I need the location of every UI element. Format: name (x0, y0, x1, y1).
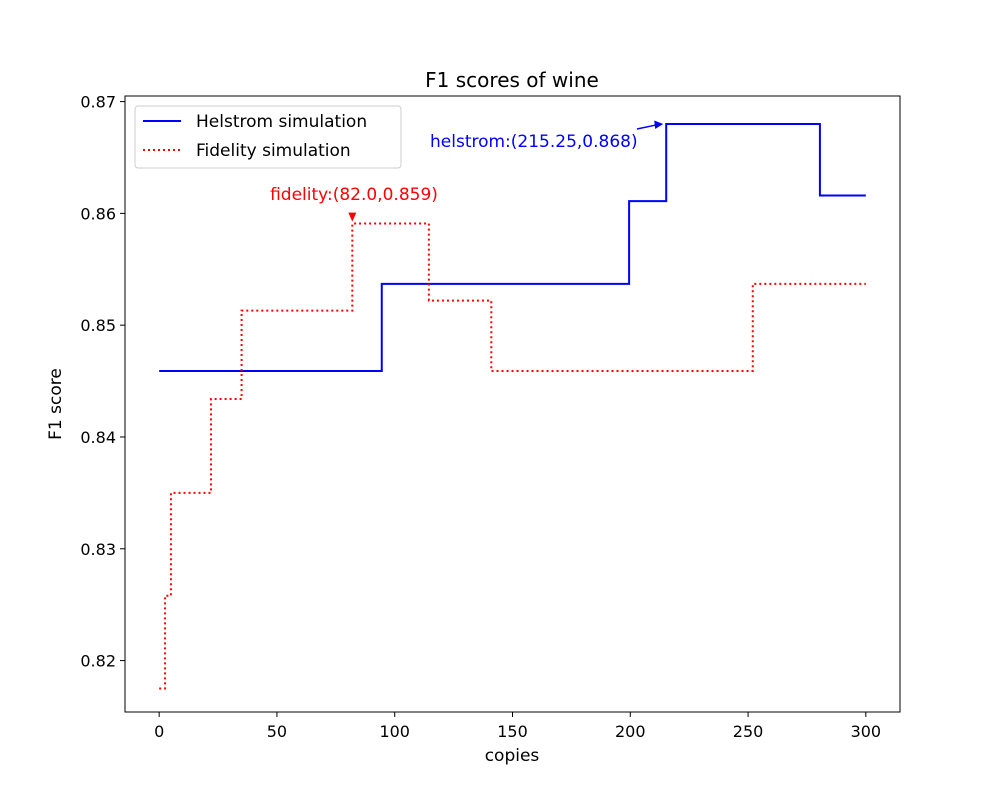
x-tick-label: 250 (733, 722, 764, 741)
annotation-arrow-head (348, 212, 357, 222)
y-axis-label: F1 score (46, 368, 66, 440)
y-tick-label: 0.86 (80, 204, 116, 223)
y-tick-label: 0.87 (80, 93, 116, 112)
legend: Helstrom simulation Fidelity simulation (134, 105, 402, 169)
x-tick-label: 0 (154, 722, 164, 741)
x-axis-label: copies (485, 746, 540, 766)
series-line-helstrom (159, 122, 866, 373)
annotation-arrow-line (636, 124, 657, 130)
y-tick-label: 0.83 (80, 540, 116, 559)
legend-box (134, 105, 402, 169)
x-axis: 0 50 100 150 200 250 300 (154, 712, 881, 741)
y-tick-label: 0.85 (80, 316, 116, 335)
y-axis: 0.82 0.83 0.84 0.85 0.86 0.87 (80, 93, 125, 671)
x-tick-label: 50 (267, 722, 287, 741)
plot-frame (124, 95, 901, 713)
x-tick-label: 100 (379, 722, 410, 741)
annotation-arrow-head (654, 120, 664, 129)
annotation-fidelity: fidelity:(82.0,0.859) (270, 185, 438, 205)
series-line-fidelity (159, 222, 866, 690)
x-tick-label: 300 (851, 722, 882, 741)
x-tick-label: 200 (615, 722, 646, 741)
y-tick-label: 0.82 (80, 652, 116, 671)
annotation-helstrom: helstrom:(215.25,0.868) (430, 132, 638, 152)
chart-title: F1 scores of wine (425, 68, 599, 92)
legend-label-helstrom: Helstrom simulation (196, 112, 367, 132)
y-tick-label: 0.84 (80, 428, 116, 447)
annotations-group: helstrom:(215.25,0.868) fidelity:(82.0,0.… (270, 120, 664, 222)
plot-series-group (159, 122, 866, 690)
x-tick-label: 150 (497, 722, 528, 741)
legend-label-fidelity: Fidelity simulation (196, 141, 351, 161)
